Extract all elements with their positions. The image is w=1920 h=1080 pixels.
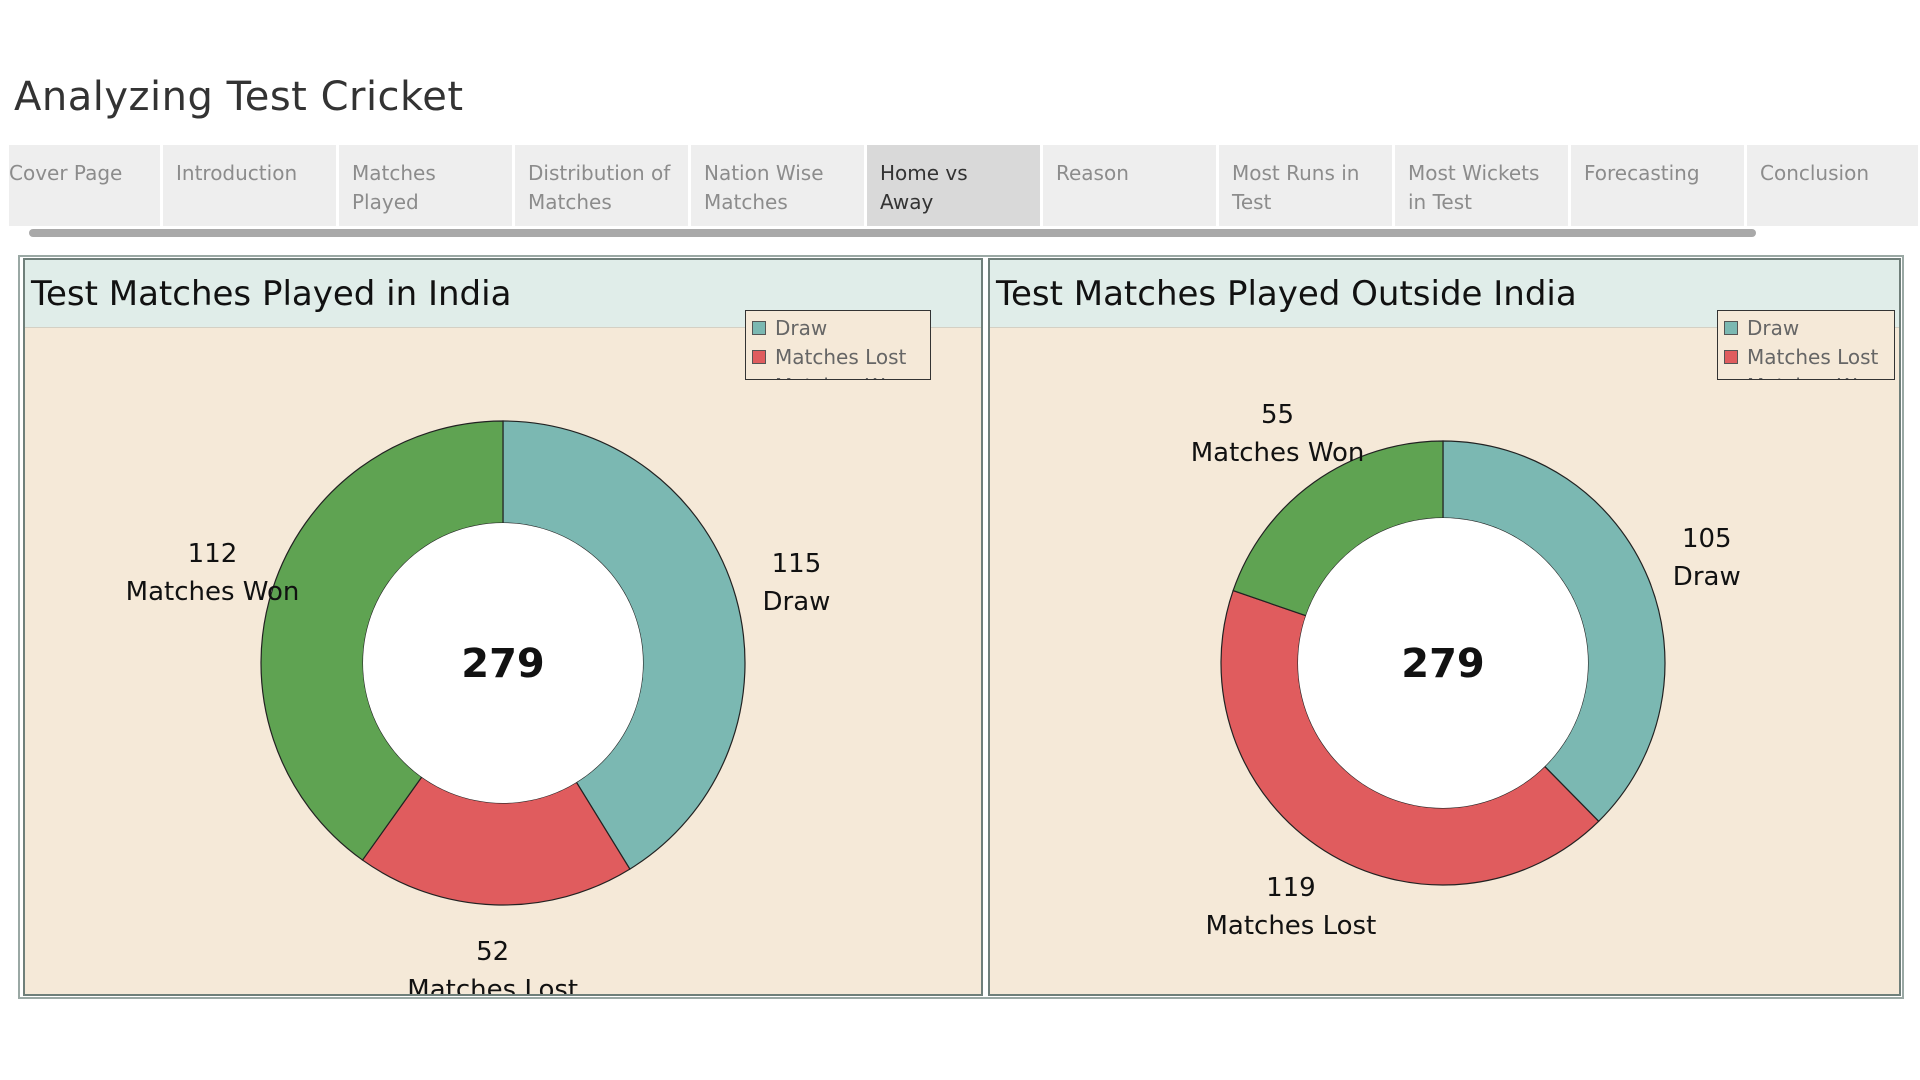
tab-bar: Cover Page Introduction Matches Played Dist…: [9, 145, 1920, 226]
legend-item-draw[interactable]: Draw: [752, 313, 930, 342]
legend-item-matches-won[interactable]: Matches Won: [1724, 371, 1894, 380]
legend-item-matches-lost[interactable]: Matches Lost: [752, 342, 930, 371]
tab-distribution-of-matches[interactable]: Distribution of Matches: [515, 145, 688, 226]
slice-category-label: Matches Lost: [407, 975, 578, 994]
donut-hole: [1298, 518, 1588, 808]
outside-india-donut-chart: 105 Draw 119 Matches Lost 55 Matches Won 279: [1191, 400, 1741, 941]
legend-label: Draw: [1747, 315, 1800, 340]
tab-forecasting[interactable]: Forecasting: [1571, 145, 1744, 226]
slice-category-label: Matches Lost: [1205, 911, 1376, 941]
legend-label: Matches Won: [1747, 374, 1881, 380]
tab-most-runs-in-test[interactable]: Most Runs in Test: [1219, 145, 1392, 226]
india-chart-legend[interactable]: Draw Matches Lost Matches Won: [745, 310, 931, 380]
slice-category-label: Draw: [763, 587, 831, 617]
outside-india-chart-header: Test Matches Played Outside India: [990, 260, 1899, 328]
legend-label: Draw: [775, 315, 828, 340]
legend-item-matches-lost[interactable]: Matches Lost: [1724, 342, 1894, 371]
slice-category-label: Matches Won: [1191, 438, 1365, 468]
legend-swatch-matches-lost: [752, 349, 766, 364]
slice-category-label: Draw: [1673, 562, 1741, 592]
tab-matches-played[interactable]: Matches Played: [339, 145, 512, 226]
legend-swatch-draw: [1724, 320, 1738, 335]
legend-label: Matches Won: [775, 374, 909, 380]
legend-label: Matches Lost: [775, 344, 907, 369]
slice-category-label: Matches Won: [126, 577, 300, 607]
slice-value-label: 55: [1261, 400, 1294, 430]
slice-value-label: 115: [772, 549, 822, 579]
slice-value-label: 119: [1266, 873, 1316, 903]
tab-most-wickets-in-test[interactable]: Most Wickets in Test: [1395, 145, 1568, 226]
donut-center-total: 279: [1401, 641, 1485, 687]
tab-reason[interactable]: Reason: [1043, 145, 1216, 226]
legend-swatch-matches-won: [752, 378, 766, 379]
legend-swatch-matches-won: [1724, 378, 1738, 379]
donut-center-total: 279: [461, 641, 545, 687]
legend-label: Matches Lost: [1747, 344, 1879, 369]
india-chart-panel: Test Matches Played in India 115 Draw 52 Ma…: [23, 258, 983, 996]
legend-swatch-draw: [752, 320, 766, 335]
slice-value-label: 112: [188, 539, 238, 569]
slice-value-label: 52: [476, 937, 509, 967]
outside-india-chart-legend[interactable]: Draw Matches Lost Matches Won: [1717, 310, 1895, 380]
legend-item-draw[interactable]: Draw: [1724, 313, 1894, 342]
outside-india-chart-panel: Test Matches Played Outside India 105 Dra…: [988, 258, 1901, 996]
tab-home-vs-away[interactable]: Home vs Away: [867, 145, 1040, 226]
donut-hole: [363, 523, 643, 803]
page-title: Analyzing Test Cricket: [14, 74, 464, 120]
outside-india-chart-title: Test Matches Played Outside India: [996, 274, 1577, 314]
india-donut-chart: 115 Draw 52 Matches Lost 112 Matches Won 279: [126, 420, 831, 994]
india-chart-title: Test Matches Played in India: [31, 274, 512, 314]
legend-item-matches-won[interactable]: Matches Won: [752, 371, 930, 380]
tab-cover-page[interactable]: Cover Page: [9, 145, 160, 226]
tab-conclusion[interactable]: Conclusion: [1747, 145, 1918, 226]
tab-bar-scrollbar[interactable]: [29, 229, 1756, 237]
slice-value-label: 105: [1682, 524, 1732, 554]
legend-swatch-matches-lost: [1724, 349, 1738, 364]
dashboard-container: [18, 255, 1904, 999]
tab-nation-wise-matches[interactable]: Nation Wise Matches: [691, 145, 864, 226]
donut-slice-draw[interactable]: [1442, 440, 1666, 823]
tab-introduction[interactable]: Introduction: [163, 145, 336, 226]
